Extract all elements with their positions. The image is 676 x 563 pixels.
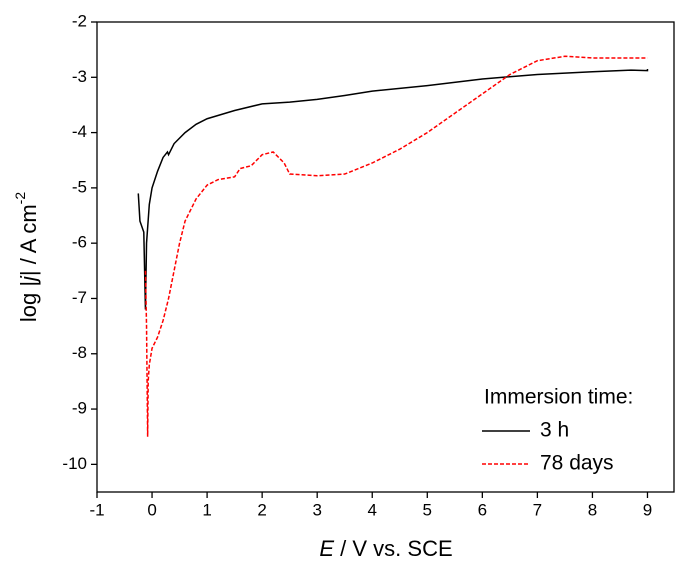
y-tick-label: -7 [72,288,87,307]
legend-label: 3 h [540,419,569,442]
y-axis-label: log |j| / A cm-2 [12,192,41,322]
y-label-pre: log | [16,281,41,322]
y-label-sup: -2 [12,192,28,205]
x-tick-label: 5 [423,500,432,519]
x-label-rest: / V vs. SCE [334,536,453,561]
y-tick-label: -2 [72,11,87,30]
x-tick-label: 0 [147,500,156,519]
x-tick-label: 9 [643,500,652,519]
x-tick-label: -1 [89,500,104,519]
x-tick-label: 4 [368,500,377,519]
y-tick-label: -6 [72,233,87,252]
x-tick-label: 2 [257,500,266,519]
data-line [144,55,648,437]
x-tick-label: 7 [533,500,542,519]
plot-frame [96,21,675,493]
y-tick-label: -10 [62,454,87,473]
x-axis-label: E / V vs. SCE [319,536,452,561]
legend-title: Immersion time: [484,386,633,409]
x-tick-label: 3 [312,500,321,519]
x-tick-label: 8 [588,500,597,519]
y-label-post: | / A cm [16,204,41,276]
legend-label: 78 days [540,452,614,475]
y-tick-label: -9 [72,399,87,418]
data-line [137,69,649,310]
x-tick-label: 6 [478,500,487,519]
y-tick-label: -5 [72,177,87,196]
y-label-italic: j [16,275,41,284]
x-tick-label: 1 [202,500,211,519]
y-tick-label: -8 [72,343,87,362]
y-tick-label: -4 [72,122,87,141]
x-label-italic: E [319,536,334,561]
y-tick-label: -3 [72,67,87,86]
